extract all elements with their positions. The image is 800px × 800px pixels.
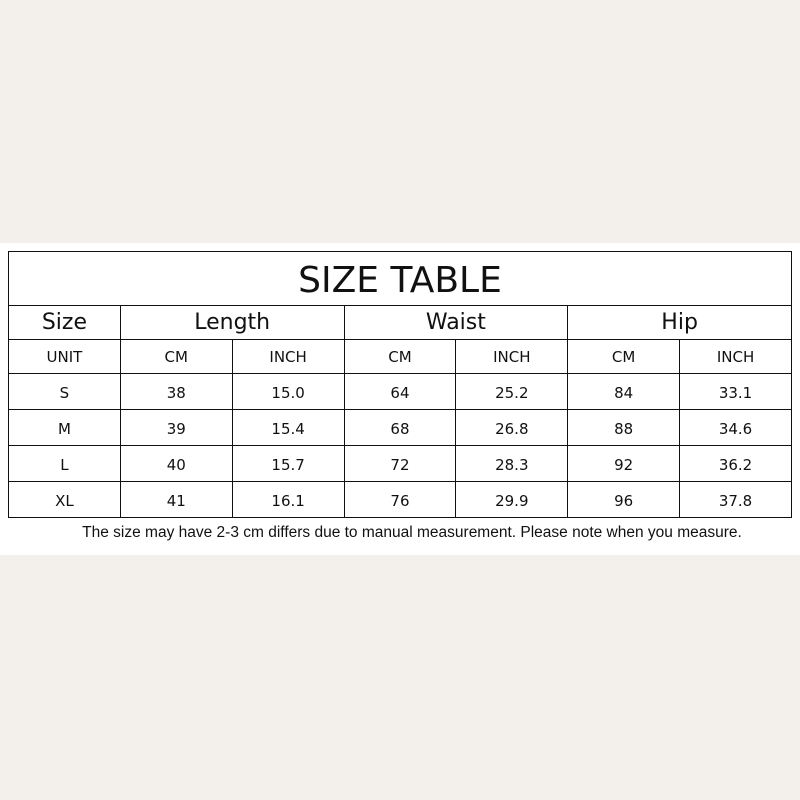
table-cell: M (8, 409, 121, 446)
header-size: Size (8, 305, 121, 340)
table-cell: 36.2 (679, 445, 792, 482)
unit-cell: CM (343, 339, 457, 374)
table-cell: S (8, 373, 121, 410)
table-cell: 40 (119, 445, 233, 482)
header-waist: Waist (343, 305, 569, 340)
table-cell: 28.3 (455, 445, 569, 482)
table-row: L 40 15.7 72 28.3 92 36.2 (8, 445, 792, 482)
table-cell: 38 (119, 373, 233, 410)
table-row: S 38 15.0 64 25.2 84 33.1 (8, 373, 792, 410)
table-cell: 29.9 (455, 481, 569, 518)
table-cell: 68 (343, 409, 457, 446)
table-row: XL 41 16.1 76 29.9 96 37.8 (8, 481, 792, 518)
table-cell: 37.8 (679, 481, 792, 518)
table-cell: 39 (119, 409, 233, 446)
unit-cell: UNIT (8, 339, 121, 374)
table-cell: 64 (343, 373, 457, 410)
unit-row: UNIT CM INCH CM INCH CM INCH (8, 339, 792, 374)
table-cell: 41 (119, 481, 233, 518)
table-cell: 84 (567, 373, 681, 410)
header-length: Length (119, 305, 345, 340)
table-cell: 92 (567, 445, 681, 482)
table-cell: 15.7 (231, 445, 345, 482)
table-cell: 25.2 (455, 373, 569, 410)
unit-cell: CM (567, 339, 681, 374)
header-hip: Hip (567, 305, 792, 340)
table-cell: 33.1 (679, 373, 792, 410)
table-cell: 72 (343, 445, 457, 482)
unit-cell: INCH (679, 339, 792, 374)
table-cell: 34.6 (679, 409, 792, 446)
table-cell: 15.4 (231, 409, 345, 446)
table-cell: 96 (567, 481, 681, 518)
table-cell: 26.8 (455, 409, 569, 446)
size-table: SIZE TABLE Size Length Waist Hip UNIT CM I… (8, 251, 792, 518)
unit-cell: CM (119, 339, 233, 374)
table-cell: 15.0 (231, 373, 345, 410)
table-cell: L (8, 445, 121, 482)
table-cell: XL (8, 481, 121, 518)
table-cell: 88 (567, 409, 681, 446)
table-cell: 16.1 (231, 481, 345, 518)
unit-cell: INCH (231, 339, 345, 374)
unit-cell: INCH (455, 339, 569, 374)
table-cell: 76 (343, 481, 457, 518)
table-title: SIZE TABLE (8, 251, 792, 306)
table-row: M 39 15.4 68 26.8 88 34.6 (8, 409, 792, 446)
measurement-note: The size may have 2-3 cm differs due to … (82, 524, 742, 541)
